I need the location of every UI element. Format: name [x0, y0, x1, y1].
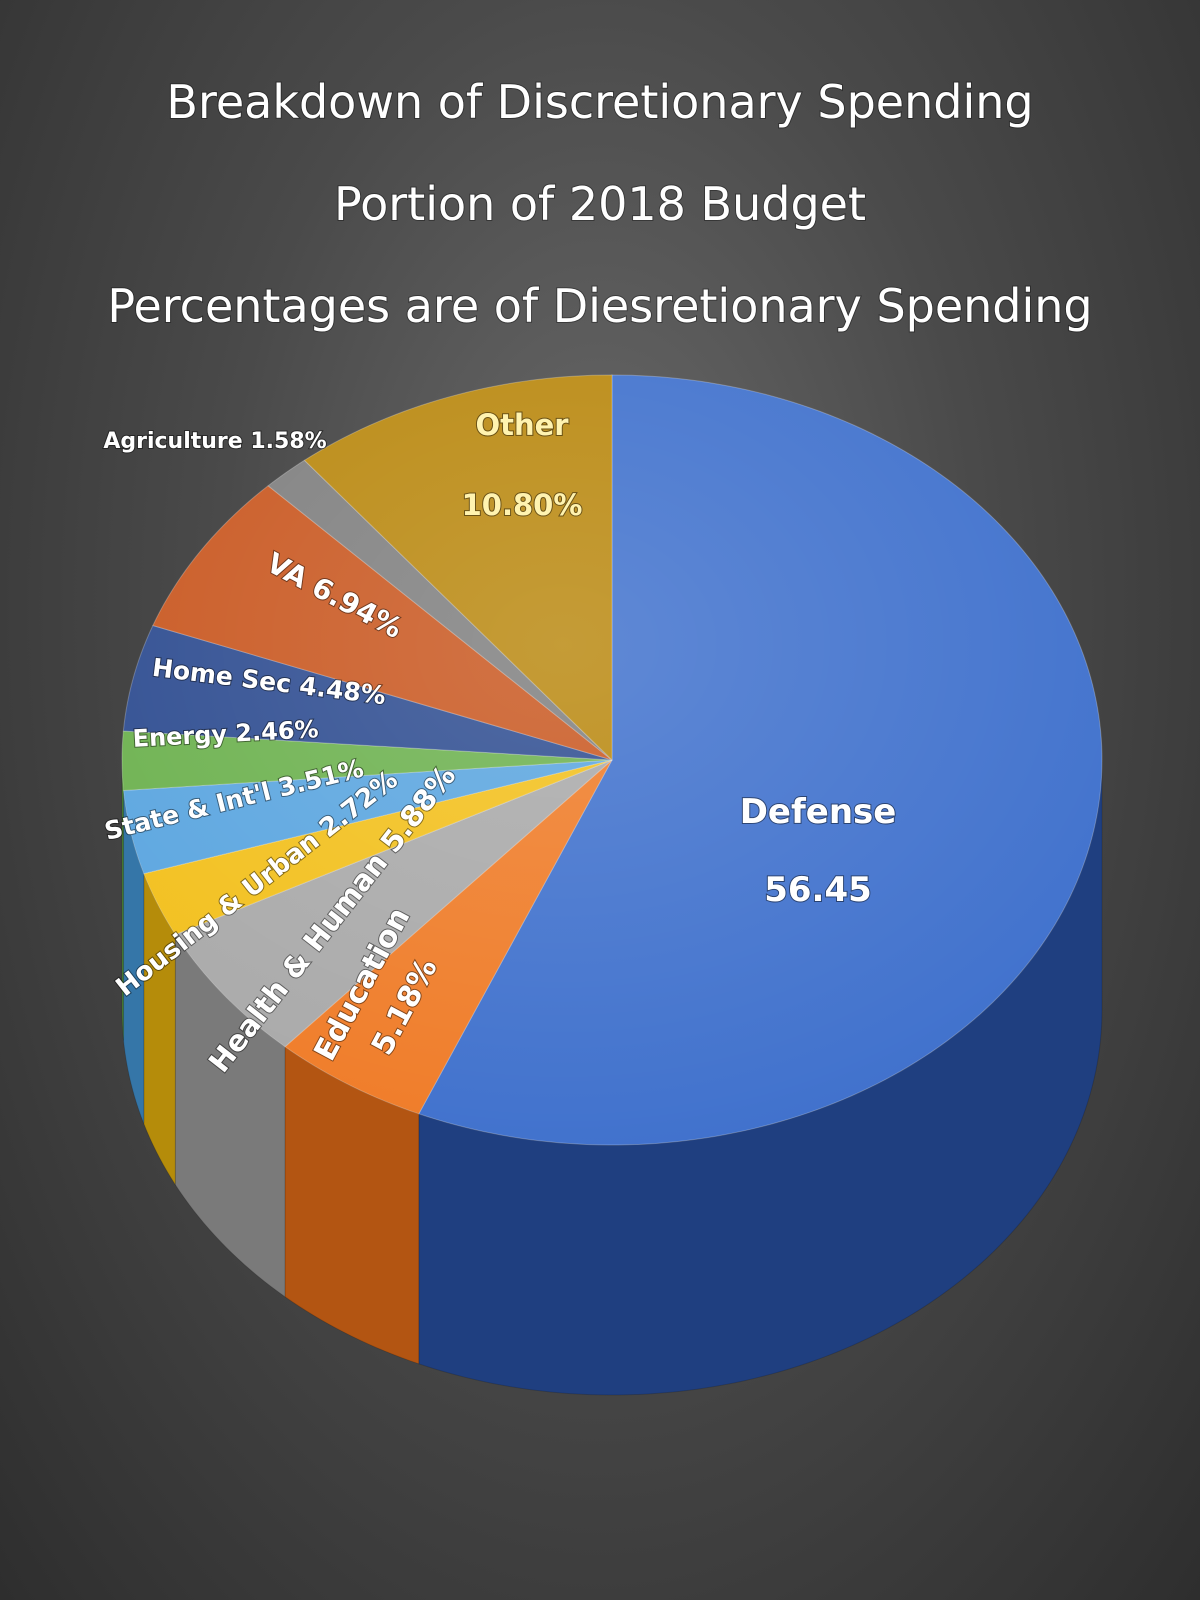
pie-side-energy [121, 759, 125, 1041]
pie-top-sheen [122, 375, 1102, 1145]
chart-title-line-1: Breakdown of Discretionary Spending [166, 75, 1033, 129]
slice-label-agriculture-line-1: Agriculture 1.58% [103, 429, 326, 454]
slice-label-defense: Defense 56.45 [740, 792, 897, 910]
slice-label-defense-line-2: 56.45 [764, 870, 872, 910]
chart-title-line-2: Portion of 2018 Budget [334, 177, 866, 231]
chart-title-line-3: Percentages are of Diesretionary Spendin… [107, 279, 1092, 333]
pie-side-walls [121, 759, 1103, 1396]
slice-label-other-line-2: 10.80% [462, 488, 583, 522]
slice-label-defense-line-1: Defense [740, 792, 897, 832]
pie-slices [121, 374, 1103, 1146]
slice-label-other: Other 10.80% [462, 408, 583, 522]
slice-label-agriculture: Agriculture 1.58% [103, 429, 326, 454]
chart-title: Breakdown of Discretionary Spending Port… [106, 74, 1093, 334]
slice-label-other-line-1: Other [475, 408, 569, 442]
